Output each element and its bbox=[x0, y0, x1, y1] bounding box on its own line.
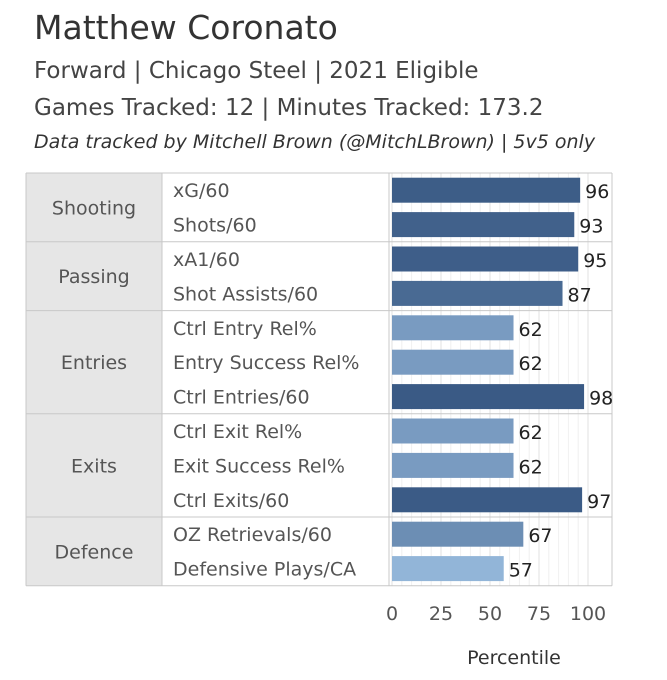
x-tick-label: 75 bbox=[527, 603, 551, 625]
x-tick-label: 0 bbox=[386, 603, 398, 625]
bar bbox=[392, 246, 579, 272]
metric-label: Defensive Plays/CA bbox=[173, 559, 356, 581]
tracking-info: Games Tracked: 12 | Minutes Tracked: 173… bbox=[34, 95, 544, 121]
bar bbox=[392, 418, 514, 444]
value-label: 87 bbox=[568, 284, 592, 306]
value-label: 96 bbox=[585, 181, 609, 203]
bar bbox=[392, 212, 575, 238]
bar bbox=[392, 315, 514, 341]
x-tick-label: 25 bbox=[429, 603, 453, 625]
value-label: 62 bbox=[519, 456, 543, 478]
metric-label: Ctrl Entry Rel% bbox=[173, 318, 317, 340]
player-info: Forward | Chicago Steel | 2021 Eligible bbox=[34, 58, 479, 84]
metric-label: Shots/60 bbox=[173, 215, 257, 237]
bar bbox=[392, 521, 524, 547]
metric-label: Ctrl Exits/60 bbox=[173, 490, 289, 512]
bar bbox=[392, 556, 504, 582]
metric-label: Exit Success Rel% bbox=[173, 455, 345, 477]
metric-label: Ctrl Entries/60 bbox=[173, 387, 310, 409]
data-credit: Data tracked by Mitchell Brown (@MitchLB… bbox=[34, 131, 596, 153]
value-label: 97 bbox=[587, 491, 611, 513]
category-column-bg bbox=[26, 173, 162, 586]
bar bbox=[392, 349, 514, 375]
category-label: Defence bbox=[55, 541, 134, 563]
bar bbox=[392, 280, 563, 306]
value-label: 62 bbox=[519, 319, 543, 341]
metric-label: xG/60 bbox=[173, 180, 230, 202]
metric-label: OZ Retrievals/60 bbox=[173, 524, 332, 546]
value-label: 95 bbox=[583, 250, 607, 272]
bar bbox=[392, 177, 581, 203]
value-label: 93 bbox=[579, 216, 603, 238]
value-label: 67 bbox=[528, 525, 552, 547]
metric-label: Entry Success Rel% bbox=[173, 352, 359, 374]
x-tick-label: 50 bbox=[478, 603, 502, 625]
metric-label: Shot Assists/60 bbox=[173, 283, 318, 305]
x-tick-label: 100 bbox=[570, 603, 606, 625]
chart-title: Matthew Coronato bbox=[34, 8, 338, 47]
category-label: Passing bbox=[58, 266, 129, 288]
category-label: Exits bbox=[71, 455, 117, 477]
bar bbox=[392, 384, 585, 410]
category-label: Shooting bbox=[52, 197, 136, 219]
value-label: 57 bbox=[509, 560, 533, 582]
value-label: 62 bbox=[519, 353, 543, 375]
x-axis-title: Percentile bbox=[467, 647, 561, 669]
bar bbox=[392, 452, 514, 478]
metric-label: xA1/60 bbox=[173, 249, 240, 271]
bar bbox=[392, 487, 583, 513]
category-label: Entries bbox=[61, 352, 127, 374]
metric-label: Ctrl Exit Rel% bbox=[173, 421, 302, 443]
value-label: 62 bbox=[519, 422, 543, 444]
value-label: 98 bbox=[589, 388, 613, 410]
